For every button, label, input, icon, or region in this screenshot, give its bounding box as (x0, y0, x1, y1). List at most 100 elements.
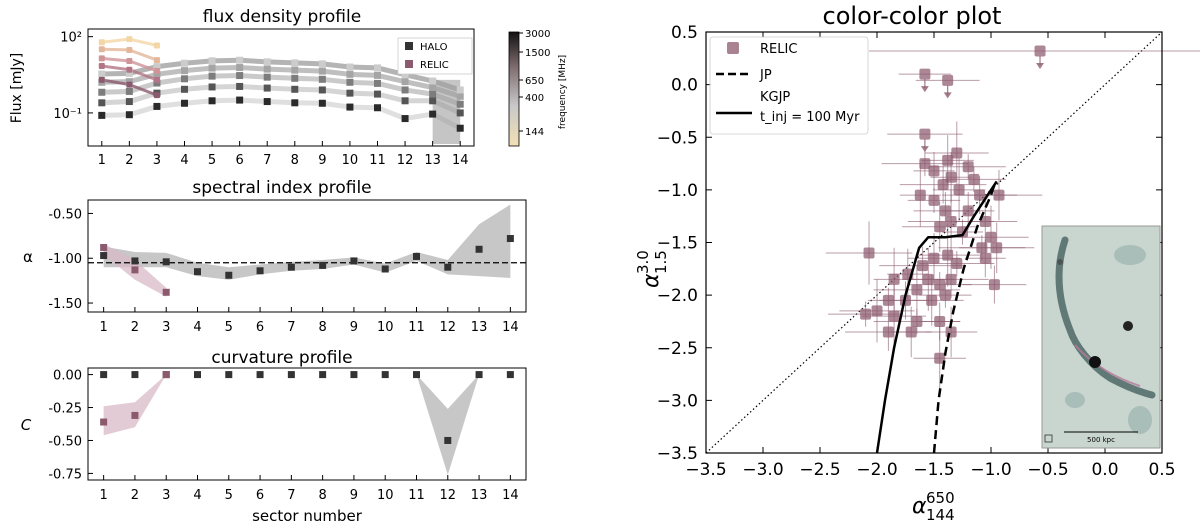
curvature-halo-point-9 (350, 371, 358, 379)
cc-ytick-label-7: −3.0 (657, 391, 698, 411)
inset-source-3 (1057, 259, 1063, 265)
flux-relic-point-650-3 (153, 67, 160, 74)
inset-bright-source (1089, 356, 1101, 368)
alpha-xtick-label-12: 13 (471, 320, 488, 335)
cc-point-35 (911, 284, 923, 296)
colorbar-label: frequency [MHz] (558, 55, 568, 129)
flux-title: flux density profile (203, 7, 361, 27)
curvature-halo-point-14 (506, 371, 514, 379)
cc-point-8 (951, 147, 963, 159)
cc-point-23 (979, 215, 991, 227)
flux-halo-point-144-5 (208, 97, 216, 105)
flux-halo-point-1500-3 (153, 70, 161, 78)
flux-halo-line-650 (101, 73, 462, 107)
alpha-halo-point-10 (381, 265, 389, 273)
flux-halo-point-650-10 (346, 78, 354, 86)
cc-xlabel-sup: 650 (926, 489, 955, 507)
alpha-xtick-label-6: 7 (287, 320, 295, 335)
alpha-xtick-label-2: 3 (162, 320, 170, 335)
curvature-halo-point-12 (444, 436, 452, 444)
curvature-y-ticks: 0.00 -0.25 -0.50 -0.75 (48, 369, 93, 482)
flux-relic-point-144-3 (153, 92, 160, 99)
curvature-xtick-label-6: 7 (287, 488, 295, 503)
cc-xtick-label-5: −1.0 (970, 460, 1011, 480)
cc-ytick-label-6: −2.5 (657, 339, 698, 359)
alpha-halo-point-8 (319, 261, 327, 269)
flux-halo-point-650-12 (401, 86, 409, 94)
flux-halo-point-400-6 (236, 82, 244, 90)
colorbar-gradient (508, 31, 520, 147)
cc-xtick-label-7: 0.0 (1091, 460, 1118, 480)
curvature-xtick-label-12: 13 (471, 488, 488, 503)
cc-point-28 (942, 249, 954, 261)
curvature-xtick-label-9: 10 (377, 488, 394, 503)
cc-ytick-label-0: 0.5 (671, 23, 698, 43)
curvature-ytick-label-1: -0.25 (48, 402, 82, 417)
flux-xtick-label-11: 12 (397, 153, 414, 168)
cc-y-ticks: 0.5 0.0 −0.5 −1.0 −1.5 −2.0 −2.5 −3.0 −3.5 (657, 23, 1162, 464)
curvature-halo-point-13 (475, 371, 483, 379)
cc-point-15 (993, 189, 1005, 201)
cc-legend-box (709, 36, 869, 135)
flux-halo-point-400-9 (318, 86, 326, 94)
cc-point-22 (962, 205, 974, 217)
cc-point-30 (917, 260, 929, 272)
alpha-xtick-label-1: 2 (131, 320, 139, 335)
alpha-halo-point-12 (444, 263, 452, 271)
flux-halo-point-144-10 (346, 103, 354, 111)
flux-relic-point-400-2 (126, 66, 133, 73)
cc-ylabel-sup: 3.0 (634, 250, 652, 274)
cc-xtick-label-1: −3.0 (742, 460, 783, 480)
alpha-halo-point-2 (131, 257, 139, 265)
curvature-halo-point-1 (100, 371, 108, 379)
flux-halo-point-650-7 (263, 73, 271, 81)
alpha-xtick-label-5: 6 (256, 320, 264, 335)
flux-halo-point-400-10 (346, 89, 354, 97)
flux-halo-point-400-8 (291, 85, 299, 93)
alpha-halo-point-14 (506, 235, 514, 243)
flux-halo-point-400-2 (125, 98, 133, 106)
flux-halo-point-3000-11 (374, 64, 381, 72)
inset-diffuse-3 (1065, 392, 1085, 408)
alpha-halo-band (103, 204, 511, 280)
flux-halo-point-3000-13 (429, 77, 437, 85)
flux-y-ticks: 10² 10⁻¹ (53, 31, 93, 122)
flux-halo-point-1500-11 (374, 71, 381, 79)
flux-halo-point-3000-14 (456, 86, 464, 94)
curvature-halo-point-7 (287, 371, 295, 379)
flux-halo-point-3000-2 (125, 69, 133, 77)
curvature-relic-point-2 (131, 411, 139, 419)
curvature-ylabel: C (21, 416, 32, 434)
flux-halo-point-3000-8 (291, 59, 299, 67)
curvature-halo-point-8 (319, 371, 327, 379)
flux-relic-point-3000-2 (126, 36, 133, 43)
curvature-halo-point-10 (381, 371, 389, 379)
flux-ylabel: Flux [mJy] (9, 53, 25, 124)
cc-ytick-label-1: 0.0 (671, 76, 698, 96)
flux-halo-point-400-12 (401, 97, 409, 105)
cc-point-9 (962, 161, 974, 173)
inset-relic-arc (1055, 236, 1156, 399)
flux-marks (98, 36, 464, 132)
cc-point-49 (860, 308, 872, 320)
curvature-xtick-label-0: 1 (100, 488, 108, 503)
flux-relic-point-650-2 (126, 58, 133, 65)
cc-point-11 (945, 171, 957, 183)
cc-upperlimit-arrow-3 (943, 92, 952, 99)
flux-relic-point-144-1 (98, 76, 105, 83)
alpha-xtick-label-4: 5 (225, 320, 233, 335)
flux-halo-point-400-13 (429, 97, 437, 105)
flux-halo-point-650-2 (125, 87, 133, 95)
flux-halo-point-1500-8 (291, 66, 299, 74)
curvature-xtick-label-11: 12 (440, 488, 457, 503)
flux-xtick-label-12: 13 (424, 153, 441, 168)
flux-halo-point-144-9 (318, 99, 326, 107)
flux-halo-line-1500 (101, 65, 461, 99)
cc-title: color-color plot (823, 2, 1002, 30)
alpha-relic-point-3 (162, 288, 170, 296)
flux-halo-point-144-13 (429, 110, 437, 118)
flux-halo-point-400-7 (263, 84, 271, 92)
flux-xtick-label-1: 2 (125, 153, 133, 168)
alpha-halo-point-4 (194, 268, 201, 276)
